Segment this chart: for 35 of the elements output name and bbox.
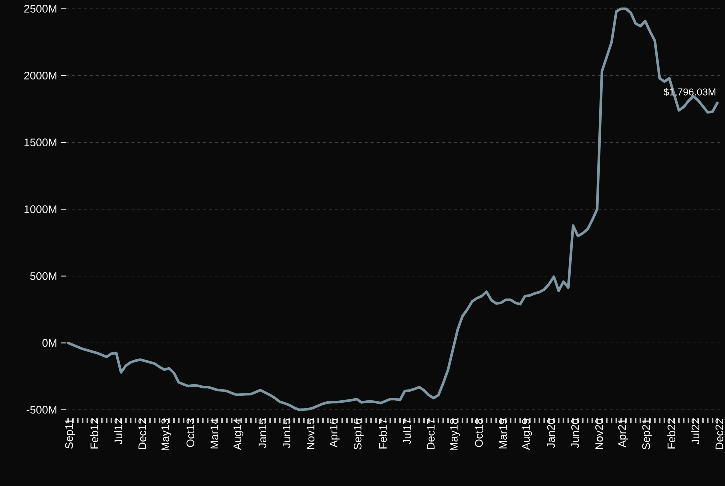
y-tick-label: 2000M	[24, 72, 57, 80]
y-tick-label: 1500M	[24, 138, 57, 147]
x-tick-label: Sep21	[642, 419, 652, 450]
x-tick-label: Oct18	[475, 419, 484, 448]
x-tick-label: Sep11	[65, 419, 76, 449]
x-tick-label: Feb17	[378, 419, 388, 449]
x-tick-label: Jul12	[114, 419, 123, 445]
x-tick-label: Apr16	[330, 419, 340, 448]
x-tick-label: Jan15	[258, 418, 267, 448]
y-tick-label: -500M	[26, 406, 57, 414]
x-tick-label: Jul22	[692, 419, 700, 445]
x-tick-label: Sep16	[354, 419, 364, 450]
x-tick-label: Aug14	[234, 418, 244, 450]
x-tick-label: Dec22	[716, 419, 724, 450]
x-tick-label: Mar19	[499, 419, 508, 449]
x-tick-label: Feb22	[667, 419, 676, 449]
x-tick-label: Jun20	[571, 418, 580, 448]
y-tick-label: 2500M	[24, 5, 57, 13]
x-tick-label: Mar14	[210, 418, 218, 449]
x-tick-label: Apr21	[618, 419, 628, 448]
x-tick-label: Jun15	[282, 418, 291, 448]
x-tick-label: Dec17	[427, 419, 435, 450]
x-tick-label: Jan20	[547, 418, 556, 448]
x-tick-label: Nov20	[596, 418, 604, 450]
x-tick-label: Jul17	[403, 419, 412, 445]
y-tick-label: 500M	[30, 272, 57, 280]
y-tick-label: 0M	[42, 339, 57, 348]
y-tick-label: 1000M	[24, 206, 57, 214]
x-tick-label: Dec12	[138, 419, 146, 450]
x-tick-label: Oct13	[186, 419, 195, 448]
x-tick-label: May18	[450, 419, 460, 451]
x-tick-label: Nov15	[307, 418, 315, 450]
x-tick-label: May13	[162, 419, 172, 451]
x-tick-label: Feb12	[90, 419, 98, 449]
x-tick-label: Aug19	[522, 419, 532, 450]
